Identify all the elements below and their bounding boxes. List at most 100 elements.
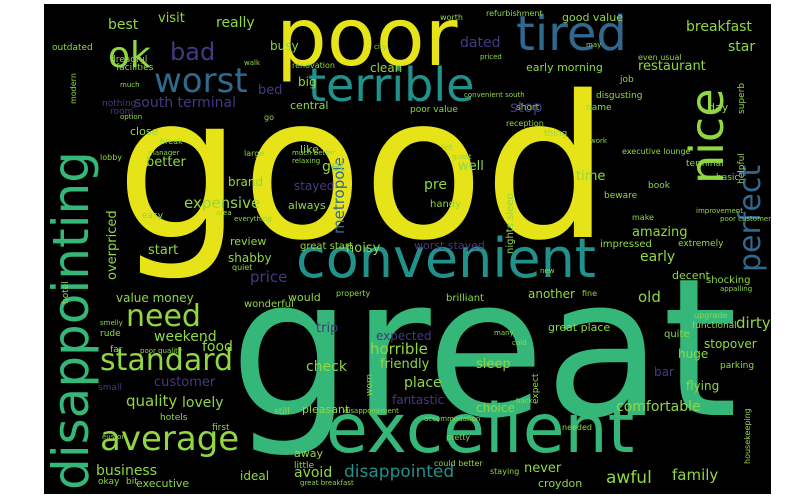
word-could-better: could better xyxy=(434,459,483,468)
word-day: day xyxy=(708,101,729,114)
word-place: place xyxy=(404,375,442,391)
word-another: another xyxy=(528,287,575,301)
word-trip: trip xyxy=(316,321,339,336)
word-needed: needed xyxy=(562,423,592,432)
word-parking: parking xyxy=(720,361,755,371)
word-restaurant: restaurant xyxy=(638,59,706,74)
word-executive: executive xyxy=(136,477,190,490)
word-renovation: renovation xyxy=(292,61,335,70)
word-early-morning: early morning xyxy=(526,61,603,74)
word-amazing: amazing xyxy=(632,225,688,240)
word-option: option xyxy=(120,113,143,121)
word-superb: superb xyxy=(737,82,747,114)
word-business: business xyxy=(96,463,158,479)
word-disappointing: disappointing xyxy=(44,151,100,490)
word-customer: customer xyxy=(154,375,216,390)
word-much: much xyxy=(120,81,140,89)
word-disappointment: disappointment xyxy=(344,407,399,415)
word-city: city xyxy=(374,43,387,51)
word-accommodation: accommodation xyxy=(424,415,481,423)
word-flying: flying xyxy=(686,379,720,393)
word-away: away xyxy=(294,447,323,460)
word-refurbishment: refurbishment xyxy=(486,9,543,18)
word-smelly: smelly xyxy=(100,319,123,327)
word-worth: worth xyxy=(440,13,463,22)
word-terrible: terrible xyxy=(308,58,475,112)
word-convenient-south: convenient south xyxy=(464,91,525,99)
word-worst: worst xyxy=(154,61,248,101)
word-quite: quite xyxy=(664,329,690,340)
word-handy: handy xyxy=(430,199,462,210)
word-decent: decent xyxy=(672,269,710,282)
word-rude: rude xyxy=(100,329,121,339)
word-star: star xyxy=(728,39,756,55)
word-expected: expected xyxy=(376,329,432,343)
word-little: little xyxy=(294,461,315,471)
word-nothing: nothing xyxy=(102,99,137,109)
word-quiet: quiet xyxy=(232,263,253,272)
word-bar: bar xyxy=(654,365,674,379)
word-start: start xyxy=(148,243,179,258)
word-best: best xyxy=(108,17,139,33)
word-work: work xyxy=(590,137,607,145)
word-pretty: pretty xyxy=(446,433,471,442)
word-still: still xyxy=(274,407,290,417)
word-close: close xyxy=(130,125,159,138)
word-dreadful: dreadful xyxy=(110,55,148,65)
word-relaxing: relaxing xyxy=(292,157,321,165)
word-poor: poor xyxy=(276,4,458,84)
word-shabby: shabby xyxy=(228,251,272,265)
word-food: food xyxy=(202,339,233,355)
word-stayed: stayed xyxy=(294,179,335,193)
word-would: would xyxy=(288,291,321,304)
word-easy: easy xyxy=(142,211,164,221)
word-facilities: facilities xyxy=(116,63,154,73)
word-clean: clean xyxy=(370,61,403,75)
word-area: area xyxy=(216,209,232,217)
word-fine: fine xyxy=(582,289,598,298)
word-pre: pre xyxy=(424,177,447,193)
word-many: many xyxy=(494,329,514,337)
word-basic: basic xyxy=(716,173,740,183)
word-hotels: hotels xyxy=(160,413,188,423)
word-nights-sleep: nights sleep xyxy=(505,193,516,254)
word-weekend: weekend xyxy=(154,329,217,345)
word-need: need xyxy=(126,299,201,334)
word-name: name xyxy=(586,103,612,113)
word-small: small xyxy=(98,383,122,393)
word-stopover: stopover xyxy=(704,337,757,351)
word-hotel: hotel xyxy=(61,281,71,304)
word-functional: functional xyxy=(692,321,737,331)
word-worst-stayed: worst stayed xyxy=(414,239,485,252)
word-disappointed: disappointed xyxy=(344,462,455,482)
word-priced: priced xyxy=(480,53,502,61)
word-friendly: friendly xyxy=(380,357,430,372)
word-worn: worn xyxy=(365,373,375,396)
word-poor-customer: poor customer xyxy=(720,215,771,223)
word-new: new xyxy=(540,267,555,275)
word-never: never xyxy=(524,461,562,476)
word-property: property xyxy=(336,289,371,298)
word-price: price xyxy=(250,268,288,286)
word-job: job xyxy=(620,75,634,85)
word-stop: stop xyxy=(510,98,543,116)
word-even-usual: even usual xyxy=(638,53,682,62)
word-ok: ok xyxy=(108,35,151,76)
word-improvement: improvement xyxy=(696,207,743,215)
word-housekeeping: housekeeping xyxy=(743,408,752,464)
word-really: really xyxy=(216,15,255,31)
word-beware: beware xyxy=(604,191,638,201)
word-book: book xyxy=(648,181,670,191)
word-choice: choice xyxy=(476,401,515,415)
word-shocking: shocking xyxy=(706,275,751,286)
word-disgusting: disgusting xyxy=(596,91,643,101)
word-terminal: terminal xyxy=(686,159,724,169)
word-everything: everything xyxy=(234,215,272,223)
word-well: well xyxy=(458,159,484,174)
word-impressed: impressed xyxy=(600,239,652,250)
word-bad: bad xyxy=(170,38,216,66)
word-short: short xyxy=(516,103,540,113)
word-executive-lounge: executive lounge xyxy=(622,147,691,156)
word-good: good xyxy=(116,53,610,284)
word-get: get xyxy=(322,159,345,175)
